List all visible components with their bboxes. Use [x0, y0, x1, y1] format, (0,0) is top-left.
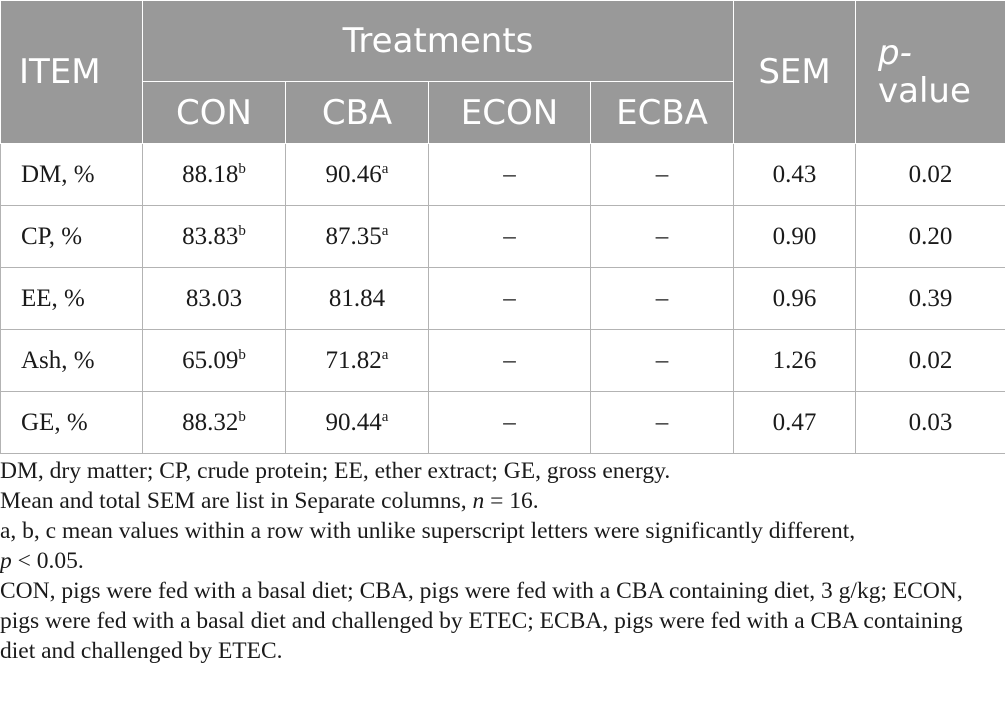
cell-econ: –: [428, 391, 591, 454]
row-label: DM, %: [0, 143, 143, 206]
header-row-1: ITEM Treatments SEM p- value: [0, 0, 1005, 144]
row-label: EE, %: [0, 267, 143, 330]
cell-p: 0.02: [855, 143, 1005, 206]
header-item: ITEM: [0, 0, 143, 144]
cell-p: 0.02: [855, 329, 1005, 392]
header-treatment: CBA: [285, 81, 429, 144]
table-row: CP, % 83.83b 87.35a – – 0.90 0.20: [0, 205, 1005, 268]
cell-con: 83.83b: [142, 205, 286, 268]
header-treatment: ECBA: [589, 81, 735, 144]
cell-con: 83.03: [142, 267, 286, 330]
table-row: GE, % 88.32b 90.44a – – 0.47 0.03: [0, 391, 1005, 454]
table-row: EE, % 83.03 81.84 – – 0.96 0.39: [0, 267, 1005, 330]
cell-sem: 0.96: [733, 267, 857, 330]
cell-cba: 90.44a: [285, 391, 429, 454]
cell-p: 0.03: [855, 391, 1005, 454]
header-value: value: [878, 71, 971, 111]
footnote-significance: a, b, c mean values within a row with un…: [0, 518, 856, 574]
cell-sem: 0.47: [733, 391, 857, 454]
cell-sem: 0.90: [733, 205, 857, 268]
footnote-sem: Mean and total SEM are list in Separate …: [0, 488, 539, 514]
cell-sem: 0.43: [733, 143, 857, 206]
cell-con: 88.18b: [142, 143, 286, 206]
digestibility-table: ITEM Treatments SEM p- value CON CBA ECO…: [0, 0, 1005, 454]
cell-p: 0.20: [855, 205, 1005, 268]
footnote-treatments: CON, pigs were fed with a basal diet; CB…: [0, 578, 963, 664]
cell-cba: 81.84: [285, 267, 429, 330]
cell-sem: 1.26: [733, 329, 857, 392]
cell-cba: 87.35a: [285, 205, 429, 268]
header-p-italic: p-: [878, 33, 912, 73]
cell-econ: –: [428, 143, 591, 206]
cell-econ: –: [428, 205, 591, 268]
cell-ecba: –: [589, 143, 735, 206]
header-sem: SEM: [733, 0, 857, 144]
cell-ecba: –: [589, 329, 735, 392]
cell-econ: –: [428, 267, 591, 330]
row-label: GE, %: [0, 391, 143, 454]
row-label: CP, %: [0, 205, 143, 268]
cell-con: 65.09b: [142, 329, 286, 392]
cell-p: 0.39: [855, 267, 1005, 330]
table-row: Ash, % 65.09b 71.82a – – 1.26 0.02: [0, 329, 1005, 392]
cell-ecba: –: [589, 391, 735, 454]
header-treatment: CON: [142, 81, 286, 144]
header-row-2: CON CBA ECON ECBA: [1, 81, 1005, 144]
cell-ecba: –: [589, 267, 735, 330]
footnote-abbreviations: DM, dry matter; CP, crude protein; EE, e…: [0, 458, 671, 484]
cell-econ: –: [428, 329, 591, 392]
row-label: Ash, %: [0, 329, 143, 392]
table-row: DM, % 88.18b 90.46a – – 0.43 0.02: [0, 143, 1005, 206]
cell-cba: 90.46a: [285, 143, 429, 206]
cell-cba: 71.82a: [285, 329, 429, 392]
table-footnotes: DM, dry matter; CP, crude protein; EE, e…: [0, 456, 1000, 666]
header-treatment: ECON: [428, 81, 591, 144]
cell-ecba: –: [589, 205, 735, 268]
header-treatments: Treatments: [141, 0, 735, 82]
header-p-value: p- value: [855, 0, 1005, 144]
cell-con: 88.32b: [142, 391, 286, 454]
